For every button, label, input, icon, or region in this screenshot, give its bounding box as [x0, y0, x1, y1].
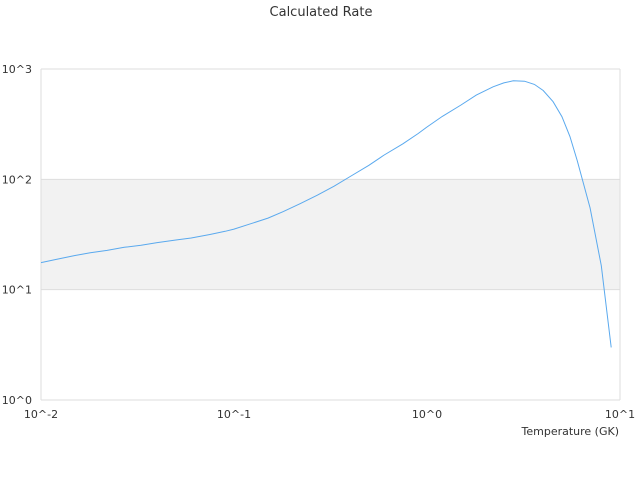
x-tick-label: 10^0: [412, 408, 442, 421]
x-axis-label: Temperature (GK): [521, 425, 620, 438]
y-tick-labels: 10^0 10^1 10^2 10^3: [2, 63, 32, 407]
rate-series-line: [40, 80, 612, 348]
grid-lines: [40, 68, 621, 401]
y-tick-label: 10^3: [2, 63, 32, 76]
shaded-band: [41, 179, 620, 290]
x-tick-label: 10^-2: [24, 408, 58, 421]
x-tick-label: 10^-1: [217, 408, 251, 421]
y-tick-label: 10^0: [2, 394, 32, 407]
y-tick-label: 10^2: [2, 173, 32, 186]
x-tick-label: 10^1: [605, 408, 635, 421]
x-tick-labels: 10^-2 10^-1 10^0 10^1: [24, 408, 635, 421]
chart-title: Calculated Rate: [270, 5, 373, 20]
y-tick-label: 10^1: [2, 284, 32, 297]
